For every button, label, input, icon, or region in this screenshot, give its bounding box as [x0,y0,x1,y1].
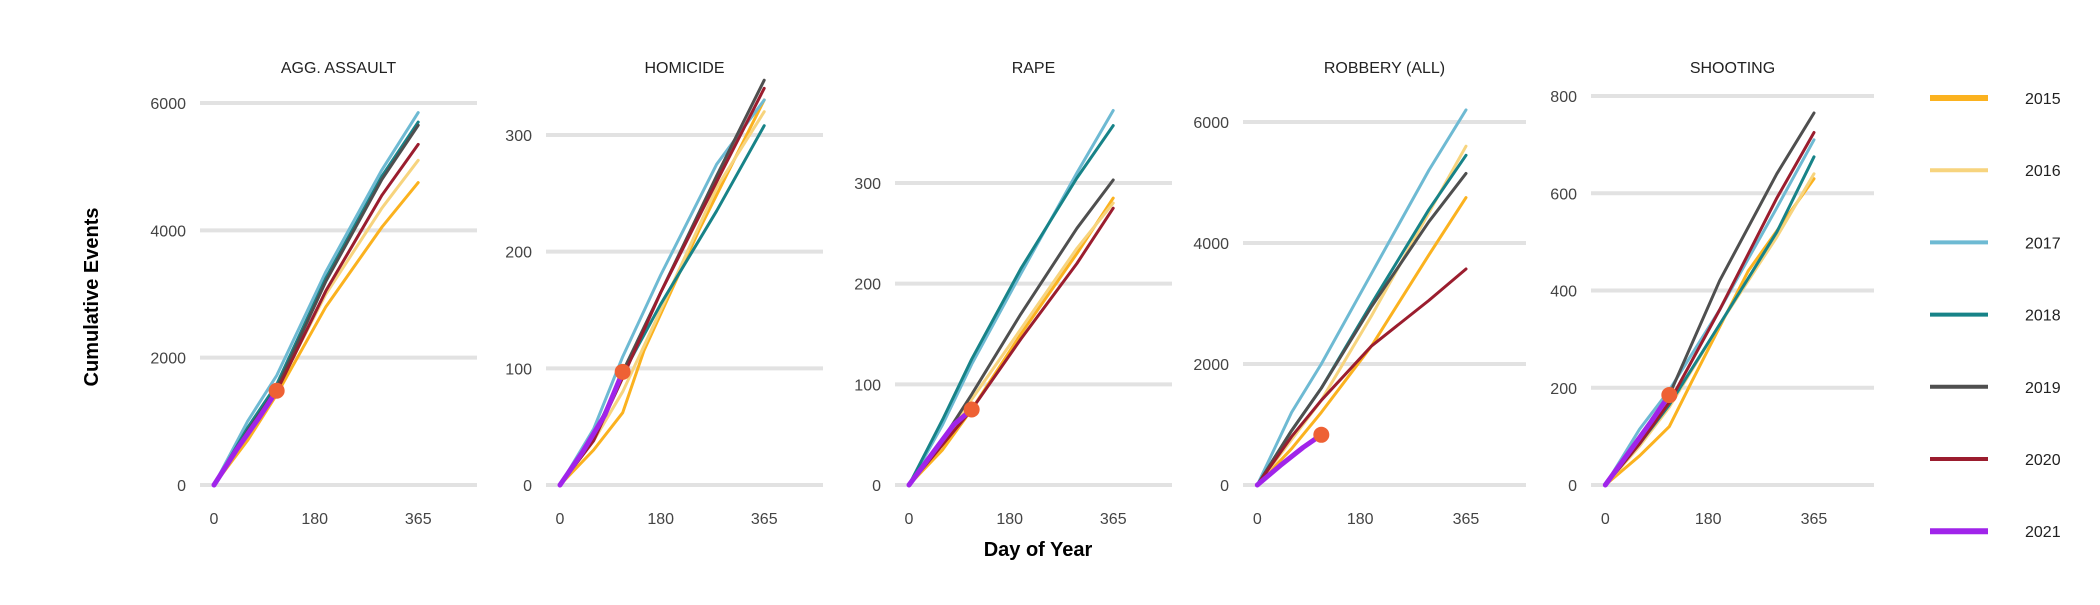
facet-title: ROBBERY (ALL) [1324,60,1445,77]
y-tick-label: 200 [854,277,881,294]
series-line-2021 [906,407,975,488]
y-tick-label: 0 [1568,478,1577,495]
series-line-2019 [1603,111,1816,487]
x-tick-label: 0 [1601,511,1610,528]
series-line-2019 [907,178,1115,487]
y-tick-label: 4000 [150,223,186,240]
current-marker [1313,426,1330,443]
y-tick-label: 2000 [1193,357,1229,374]
y-tick-label: 300 [505,128,532,145]
series-line-2017 [1603,138,1816,487]
series-line-2020 [558,86,766,487]
legend-label-2017: 2017 [2025,235,2061,252]
x-tick-label: 0 [210,511,219,528]
series-line-2021 [1602,392,1672,488]
y-tick-label: 800 [1550,89,1577,106]
series-line-2015 [1603,177,1816,487]
x-axis-title: Day of Year [984,539,1093,561]
y-tick-label: 4000 [1193,236,1229,253]
series-line-2018 [907,124,1115,487]
legend-label-2019: 2019 [2025,380,2061,397]
x-tick-label: 0 [905,511,914,528]
y-axis-title: Cumulative Events [81,208,103,387]
x-tick-label: 0 [1253,511,1262,528]
y-tick-label: 600 [1550,186,1577,203]
y-tick-label: 300 [854,176,881,193]
x-tick-label: 365 [1100,511,1127,528]
y-tick-label: 200 [505,245,532,262]
x-tick-label: 180 [647,511,674,528]
series-line-2019 [558,78,766,487]
y-tick-label: 0 [523,478,532,495]
series-line-2015 [558,98,766,487]
series-line-2016 [558,110,766,487]
series-line-2017 [907,109,1115,487]
series-line-2020 [1603,131,1816,487]
x-tick-label: 365 [1453,511,1480,528]
facet-agg-assault: AGG. ASSAULT 0 2000 4000 6000 0 180 365 [150,60,477,528]
current-marker [268,382,285,399]
series-line-2021 [557,369,626,488]
x-tick-label: 180 [1695,511,1722,528]
legend-label-2020: 2020 [2025,452,2061,469]
series-line-2021 [211,388,280,488]
x-tick-label: 365 [1801,511,1828,528]
y-tick-label: 0 [872,478,881,495]
legend-label-2015: 2015 [2025,91,2061,108]
y-tick-label: 6000 [1193,115,1229,132]
facet-title: RAPE [1012,60,1056,77]
current-marker [614,363,631,380]
x-tick-label: 365 [751,511,778,528]
x-tick-label: 180 [996,511,1023,528]
series-line-2019 [1255,171,1468,487]
series-line-2015 [212,181,420,487]
y-tick-label: 200 [1550,381,1577,398]
current-marker [963,401,980,418]
y-tick-label: 0 [1220,478,1229,495]
facet-robbery-all: ROBBERY (ALL) 0 2000 4000 6000 0 180 365 [1193,60,1526,528]
legend: 2015 2016 2017 2018 2019 2020 2021 [1930,91,2061,541]
facet-shooting: SHOOTING 0 200 400 600 800 0 180 365 [1550,60,1874,528]
legend-label-2016: 2016 [2025,163,2061,180]
y-tick-label: 400 [1550,284,1577,301]
y-tick-label: 0 [177,478,186,495]
current-marker [1661,387,1678,404]
y-tick-label: 2000 [150,351,186,368]
y-tick-label: 100 [505,361,532,378]
x-tick-label: 0 [556,511,565,528]
facet-title: AGG. ASSAULT [281,60,397,77]
facet-title: SHOOTING [1690,60,1775,77]
facet-rape: RAPE 0 100 200 300 0 180 365 [854,60,1172,528]
series-line-2017 [212,111,420,487]
x-tick-label: 365 [405,511,432,528]
y-tick-label: 100 [854,377,881,394]
facet-title: HOMICIDE [645,60,725,77]
legend-label-2021: 2021 [2025,524,2061,541]
series-line-2020 [1255,267,1468,487]
series-line-2017 [1255,108,1468,487]
y-tick-label: 6000 [150,96,186,113]
x-tick-label: 180 [1347,511,1374,528]
series-line-2021 [1254,432,1324,488]
x-tick-label: 180 [301,511,328,528]
series-line-2015 [1255,196,1468,487]
facet-homicide: HOMICIDE 0 100 200 300 0 180 365 [505,60,823,528]
legend-label-2018: 2018 [2025,308,2061,325]
